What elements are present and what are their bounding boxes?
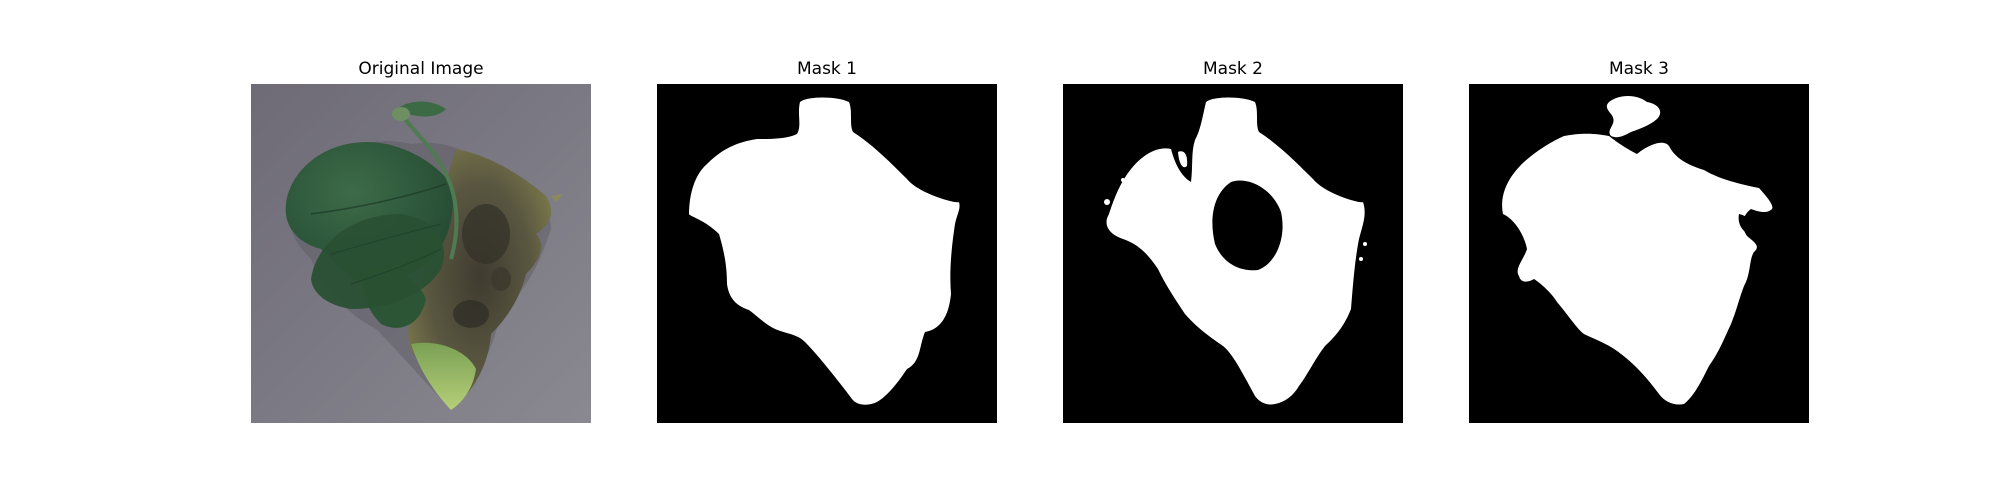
mask-3-image xyxy=(1469,84,1809,423)
panel-title: Mask 3 xyxy=(1608,59,1669,79)
mask-1-image xyxy=(657,84,997,423)
panel-original-image: Original Image xyxy=(251,0,591,500)
panel-mask-1: Mask 1 xyxy=(657,0,997,500)
panel-title: Mask 2 xyxy=(1202,59,1263,79)
mask-2-image xyxy=(1063,84,1403,423)
panel-mask-2: Mask 2 xyxy=(1063,0,1403,500)
panel-mask-3: Mask 3 xyxy=(1469,0,1809,500)
original-leaf-photo xyxy=(251,84,591,423)
panel-title: Original Image xyxy=(358,59,484,79)
panel-title: Mask 1 xyxy=(796,59,857,79)
